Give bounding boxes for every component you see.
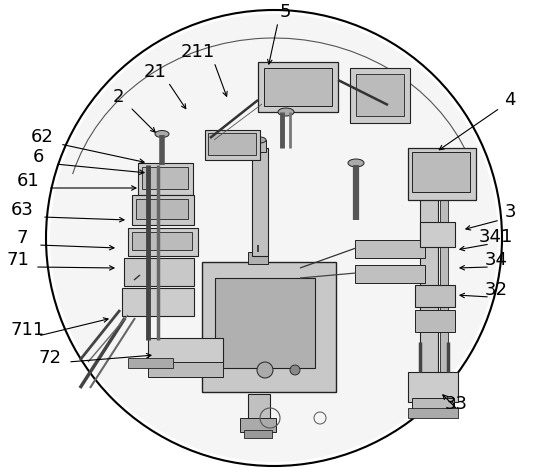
Bar [202,262,336,392]
Bar [215,278,315,368]
Bar [412,398,454,412]
Ellipse shape [155,130,169,138]
Bar [128,358,173,368]
Bar [408,372,458,402]
Bar [132,195,194,225]
Text: 3: 3 [504,203,516,221]
Bar [408,148,476,200]
Bar [248,252,268,264]
Bar [264,68,332,106]
Text: 2: 2 [112,88,124,106]
Bar [138,163,193,195]
Bar [240,418,276,432]
Text: 32: 32 [484,281,507,299]
Bar [420,222,455,247]
Circle shape [257,362,273,378]
Bar [355,265,425,283]
Bar [415,285,455,307]
Bar [205,130,260,160]
Bar [132,232,192,250]
Text: 211: 211 [181,43,215,61]
Bar [136,199,188,219]
Text: 6: 6 [32,148,44,166]
Bar [415,310,455,332]
Bar [355,240,425,258]
Bar [128,228,198,256]
Bar [124,258,194,286]
Text: 72: 72 [38,349,61,367]
Bar [122,288,194,316]
Text: 21: 21 [144,63,167,81]
Text: 62: 62 [31,128,54,146]
Bar [254,140,266,152]
Ellipse shape [348,159,364,167]
Ellipse shape [278,108,294,116]
Bar [248,394,270,422]
Text: 7: 7 [16,229,28,247]
Text: 4: 4 [504,91,516,109]
Text: 34: 34 [484,251,507,269]
Text: 5: 5 [279,3,291,21]
Text: 711: 711 [10,321,44,339]
Bar [420,195,438,395]
Text: 341: 341 [479,228,513,246]
Bar [356,74,404,116]
Bar [440,195,448,395]
Bar [350,68,410,123]
Text: 63: 63 [10,201,33,219]
Bar [412,152,470,192]
Bar [148,338,223,366]
Bar [244,430,272,438]
Bar [208,133,256,155]
Bar [408,408,458,418]
Bar [252,148,268,256]
Text: 61: 61 [16,172,39,190]
Bar [142,167,188,189]
Circle shape [290,365,300,375]
Circle shape [50,14,498,462]
Text: 71: 71 [7,251,30,269]
Ellipse shape [254,137,266,143]
Bar [148,362,223,377]
Bar [258,62,338,112]
Text: 33: 33 [444,395,467,413]
